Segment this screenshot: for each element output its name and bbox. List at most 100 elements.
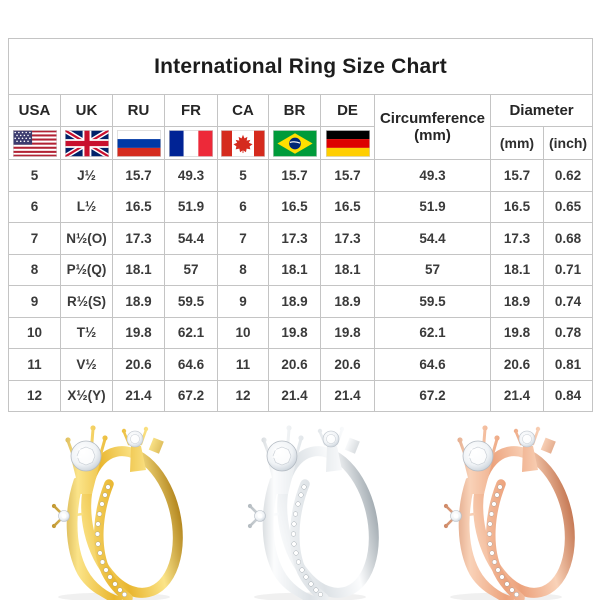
cell-diameter-mm: 20.6 <box>490 348 544 381</box>
cell-circumference: 59.5 <box>374 285 491 318</box>
cell-diameter-inch: 0.84 <box>542 379 594 412</box>
uk-flag-icon <box>64 130 109 157</box>
column-header-br: BR <box>268 94 321 127</box>
cell-ca: 6 <box>217 190 269 223</box>
cell-circumference: 67.2 <box>374 379 491 412</box>
cell-br: 21.4 <box>268 379 321 412</box>
cell-diameter-inch: 0.78 <box>542 316 594 349</box>
cell-diameter-inch: 0.74 <box>542 285 594 318</box>
cell-circumference: 54.4 <box>374 222 491 255</box>
cell-uk: L½ <box>60 190 113 223</box>
cell-uk: V½ <box>60 348 113 381</box>
cell-diameter-mm: 19.8 <box>490 316 544 349</box>
column-header-ca: CA <box>217 94 269 127</box>
cell-diameter-inch: 0.81 <box>542 348 594 381</box>
cell-de: 21.4 <box>320 379 375 412</box>
usa-flag-icon <box>12 130 57 157</box>
germany-flag-icon <box>325 130 370 157</box>
france-flag-icon <box>169 130 213 157</box>
cell-br: 18.1 <box>268 253 321 286</box>
table-row: 5 J½ 15.7 49.3 5 15.7 15.7 49.3 15.7 0.6… <box>8 159 594 192</box>
rings-row <box>0 408 600 600</box>
cell-diameter-mm: 21.4 <box>490 379 544 412</box>
cell-ca: 12 <box>217 379 269 412</box>
cell-circumference: 64.6 <box>374 348 491 381</box>
cell-usa: 8 <box>8 253 61 286</box>
cell-usa: 5 <box>8 159 61 192</box>
cell-ru: 21.4 <box>112 379 165 412</box>
cell-diameter-inch: 0.62 <box>542 159 594 192</box>
cell-br: 16.5 <box>268 190 321 223</box>
cell-de: 20.6 <box>320 348 375 381</box>
cell-fr: 62.1 <box>164 316 218 349</box>
cell-usa: 9 <box>8 285 61 318</box>
diameter-inch-header: (inch) <box>542 126 594 160</box>
cell-ru: 19.8 <box>112 316 165 349</box>
cell-diameter-mm: 16.5 <box>490 190 544 223</box>
cell-fr: 57 <box>164 253 218 286</box>
russia-flag-cell <box>112 126 165 160</box>
column-header-circumference: Circumference (mm) <box>374 94 491 160</box>
cell-ru: 15.7 <box>112 159 165 192</box>
cell-ru: 20.6 <box>112 348 165 381</box>
table-title: International Ring Size Chart <box>7 38 594 95</box>
cell-de: 19.8 <box>320 316 375 349</box>
ring-image <box>51 425 183 600</box>
table-body: 5 J½ 15.7 49.3 5 15.7 15.7 49.3 15.7 0.6… <box>8 159 594 412</box>
canada-flag-cell <box>217 126 269 160</box>
cell-diameter-mm: 17.3 <box>490 222 544 255</box>
cell-br: 15.7 <box>268 159 321 192</box>
russia-flag-icon <box>116 130 161 157</box>
cell-uk: X½(Y) <box>60 379 113 412</box>
cell-fr: 54.4 <box>164 222 218 255</box>
column-header-ru: RU <box>112 94 165 127</box>
cell-ca: 9 <box>217 285 269 318</box>
cell-usa: 12 <box>8 379 61 412</box>
cell-fr: 51.9 <box>164 190 218 223</box>
brazil-flag-icon <box>272 130 317 157</box>
germany-flag-cell <box>320 126 375 160</box>
france-flag-cell <box>164 126 218 160</box>
circumference-unit: (mm) <box>414 127 451 144</box>
cell-ca: 7 <box>217 222 269 255</box>
cell-br: 20.6 <box>268 348 321 381</box>
ring-size-table: International Ring Size Chart USA UK RU … <box>7 38 594 412</box>
cell-ru: 17.3 <box>112 222 165 255</box>
silver-ring <box>209 410 391 600</box>
cell-uk: P½(Q) <box>60 253 113 286</box>
cell-uk: J½ <box>60 159 113 192</box>
ring-image <box>443 425 575 600</box>
table-row: 11 V½ 20.6 64.6 11 20.6 20.6 64.6 20.6 0… <box>8 348 594 381</box>
table-row: 9 R½(S) 18.9 59.5 9 18.9 18.9 59.5 18.9 … <box>8 285 594 318</box>
cell-ca: 8 <box>217 253 269 286</box>
uk-flag-cell <box>60 126 113 160</box>
column-header-usa: USA <box>8 94 61 127</box>
cell-br: 18.9 <box>268 285 321 318</box>
cell-de: 18.1 <box>320 253 375 286</box>
cell-uk: R½(S) <box>60 285 113 318</box>
cell-de: 17.3 <box>320 222 375 255</box>
cell-diameter-inch: 0.68 <box>542 222 594 255</box>
cell-usa: 10 <box>8 316 61 349</box>
cell-ru: 16.5 <box>112 190 165 223</box>
cell-ca: 5 <box>217 159 269 192</box>
diameter-mm-header: (mm) <box>490 126 544 160</box>
cell-circumference: 57 <box>374 253 491 286</box>
table-row: 7 N½(O) 17.3 54.4 7 17.3 17.3 54.4 17.3 … <box>8 222 594 255</box>
usa-flag-cell <box>8 126 61 160</box>
table-row: 10 T½ 19.8 62.1 10 19.8 19.8 62.1 19.8 0… <box>8 316 594 349</box>
cell-uk: T½ <box>60 316 113 349</box>
ring-image <box>247 425 379 600</box>
cell-de: 16.5 <box>320 190 375 223</box>
cell-uk: N½(O) <box>60 222 113 255</box>
cell-ca: 11 <box>217 348 269 381</box>
brazil-flag-cell <box>268 126 321 160</box>
cell-ru: 18.1 <box>112 253 165 286</box>
cell-de: 15.7 <box>320 159 375 192</box>
gold-ring <box>13 410 195 600</box>
cell-fr: 59.5 <box>164 285 218 318</box>
cell-ru: 18.9 <box>112 285 165 318</box>
cell-de: 18.9 <box>320 285 375 318</box>
cell-fr: 49.3 <box>164 159 218 192</box>
cell-fr: 67.2 <box>164 379 218 412</box>
